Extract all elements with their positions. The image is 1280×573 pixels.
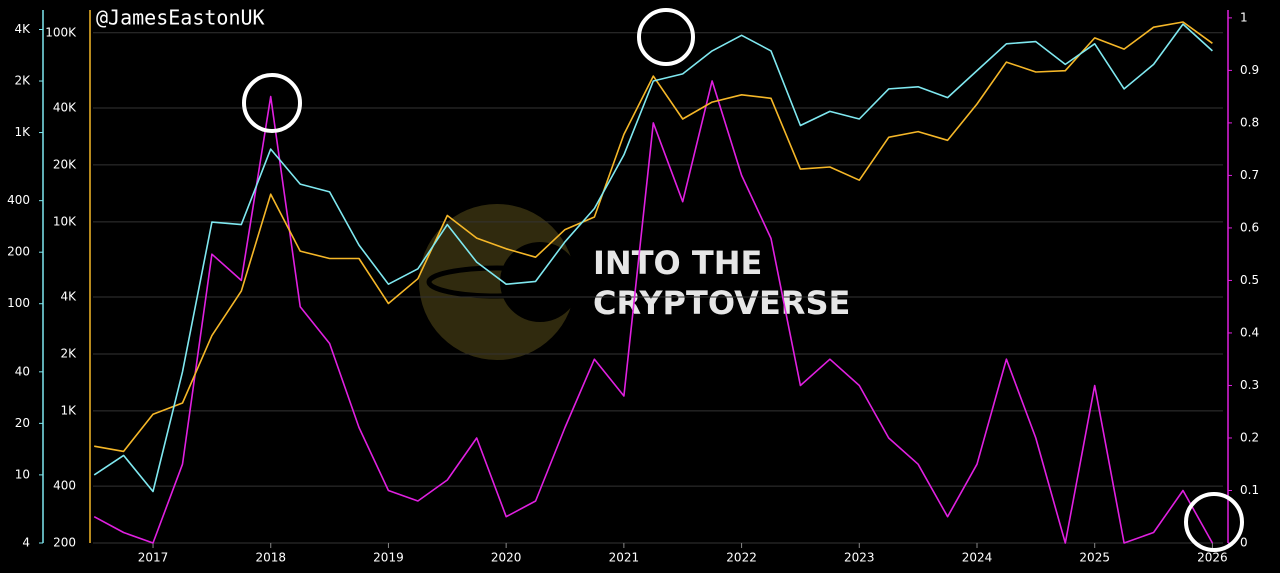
y-tick-label: 4 bbox=[22, 536, 30, 550]
x-tick-label: 2025 bbox=[1079, 551, 1110, 565]
y-tick-label: 10K bbox=[53, 214, 77, 228]
y-tick-label: 10 bbox=[15, 467, 30, 481]
y-tick-label: 40 bbox=[15, 364, 30, 378]
y-tick-label: 20 bbox=[15, 416, 30, 430]
y-tick-label: 200 bbox=[7, 245, 30, 259]
series-line bbox=[94, 21, 1213, 453]
handle: @JamesEastonUK bbox=[96, 6, 265, 30]
y-tick-label: 0.1 bbox=[1240, 483, 1259, 497]
y-tick-label: 0.7 bbox=[1240, 168, 1259, 182]
y-tick-label: 0.9 bbox=[1240, 63, 1259, 77]
y-tick-label: 20K bbox=[53, 157, 77, 171]
watermark-text: INTO THE bbox=[593, 244, 762, 282]
y-tick-label: 0.5 bbox=[1240, 273, 1259, 287]
watermark-text: CRYPTOVERSE bbox=[593, 284, 850, 322]
y-tick-label: 0.8 bbox=[1240, 115, 1259, 129]
y-tick-label: 2K bbox=[14, 74, 31, 88]
plot: 2004001K2K4K10K20K40K100K410204010020040… bbox=[7, 10, 1259, 565]
y-tick-label: 40K bbox=[53, 101, 77, 115]
x-tick-label: 2020 bbox=[491, 551, 522, 565]
y-tick-label: 2K bbox=[60, 346, 77, 360]
y-tick-label: 4K bbox=[60, 290, 77, 304]
x-tick-label: 2018 bbox=[255, 551, 286, 565]
watermark-logo bbox=[419, 204, 580, 360]
y-tick-label: 200 bbox=[53, 536, 76, 550]
y-tick-label: 0 bbox=[1240, 536, 1248, 550]
highlight-circle bbox=[242, 73, 302, 133]
x-tick-label: 2026 bbox=[1197, 551, 1228, 565]
x-tick-label: 2021 bbox=[609, 551, 640, 565]
x-tick-label: 2022 bbox=[726, 551, 757, 565]
x-tick-label: 2019 bbox=[373, 551, 404, 565]
y-tick-label: 1K bbox=[14, 125, 31, 139]
series-line bbox=[93, 23, 1213, 493]
highlight-circle bbox=[1184, 492, 1244, 552]
y-tick-label: 400 bbox=[7, 193, 30, 207]
y-tick-label: 0.3 bbox=[1240, 378, 1259, 392]
y-tick-label: 0.4 bbox=[1240, 325, 1259, 339]
y-tick-label: 100K bbox=[45, 25, 77, 39]
x-tick-label: 2023 bbox=[844, 551, 875, 565]
y-tick-label: 400 bbox=[53, 479, 76, 493]
x-tick-label: 2024 bbox=[962, 551, 993, 565]
y-tick-label: 4K bbox=[14, 22, 31, 36]
y-tick-label: 100 bbox=[7, 296, 30, 310]
highlight-circle bbox=[637, 8, 695, 66]
series-line bbox=[93, 80, 1214, 544]
y-tick-label: 0.6 bbox=[1240, 220, 1259, 234]
y-tick-label: 0.2 bbox=[1240, 430, 1259, 444]
x-tick-label: 2017 bbox=[138, 551, 169, 565]
y-tick-label: 1 bbox=[1240, 10, 1248, 24]
y-tick-label: 1K bbox=[60, 403, 77, 417]
